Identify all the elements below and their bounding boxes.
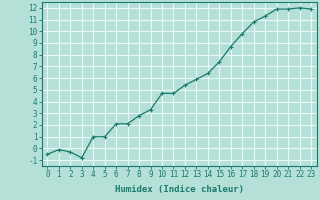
X-axis label: Humidex (Indice chaleur): Humidex (Indice chaleur) <box>115 185 244 194</box>
